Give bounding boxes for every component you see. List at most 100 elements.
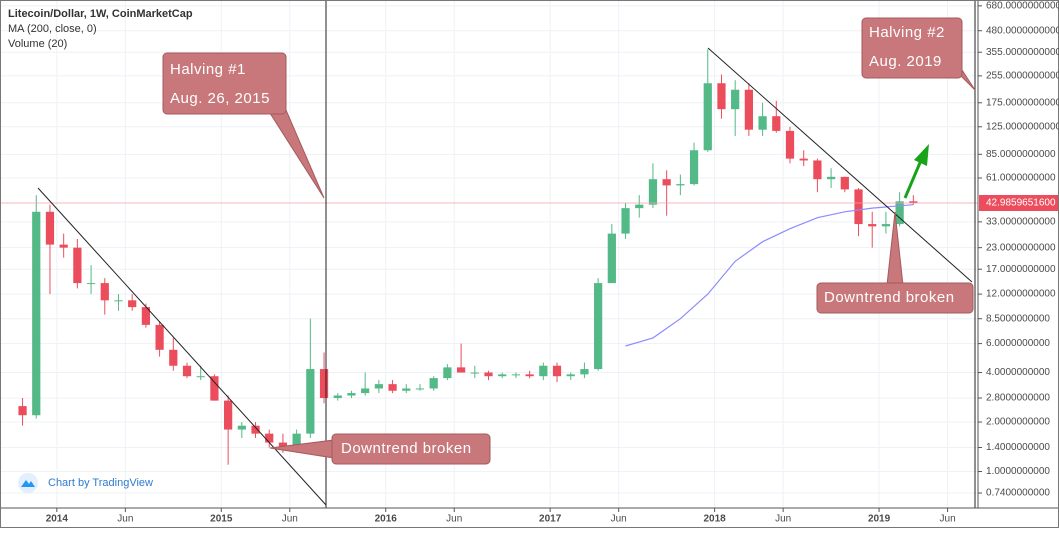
x-tick-label: 2015	[210, 514, 233, 525]
y-tick-label: 0.7400000000	[986, 488, 1050, 499]
candle-body	[895, 201, 904, 225]
candle-body	[525, 374, 534, 377]
candle-body	[840, 176, 849, 190]
candle-body	[292, 433, 301, 451]
candle-body	[539, 365, 548, 377]
x-tick-label: Jun	[940, 514, 956, 525]
candle-body	[717, 83, 726, 110]
candle-body	[470, 372, 479, 374]
watermark[interactable]: Chart by TradingView	[18, 473, 153, 493]
y-tick-label: 2.0000000000	[986, 417, 1050, 428]
y-tick-label: 12.0000000000	[986, 289, 1056, 300]
candle-body	[73, 247, 82, 284]
y-tick-label: 4.0000000000	[986, 367, 1050, 378]
candle-body	[703, 83, 712, 151]
candle-body	[443, 367, 452, 379]
callout-box	[331, 433, 491, 465]
y-tick-label: 17.0000000000	[986, 264, 1056, 275]
x-tick-label: Jun	[446, 514, 462, 525]
y-tick-label: 85.0000000000	[986, 149, 1056, 160]
candle-body	[196, 376, 205, 378]
x-tick-label: 2019	[868, 514, 891, 525]
candle-body	[402, 388, 411, 391]
candle-body	[59, 244, 68, 248]
callout: Downtrend broken	[269, 433, 491, 465]
ma-line	[625, 204, 914, 347]
candle-body	[635, 204, 644, 209]
x-tick-label: 2016	[375, 514, 398, 525]
candle-body	[114, 300, 123, 302]
y-tick-label: 33.0000000000	[986, 217, 1056, 228]
candle-body	[374, 384, 383, 389]
candle-body	[621, 208, 630, 234]
callout-text: Downtrend broken	[341, 440, 472, 457]
y-tick-label: 1.4000000000	[986, 442, 1050, 453]
y-tick-label: 125.0000000000	[986, 121, 1059, 132]
last-price-label: 42.9859651600	[986, 198, 1056, 209]
x-tick-label: 2014	[46, 514, 69, 525]
y-tick-label: 2.8000000000	[986, 393, 1050, 404]
candle-body	[498, 374, 507, 377]
candle-body	[169, 349, 178, 366]
callout-box	[861, 17, 963, 79]
callout-box	[162, 52, 287, 115]
candle-body	[566, 374, 575, 377]
candle-body	[758, 116, 767, 130]
candle-body	[237, 425, 246, 430]
candle-body	[731, 89, 740, 110]
candle-body	[155, 324, 164, 350]
indicator-label: Volume (20)	[8, 38, 67, 50]
x-tick-label: Jun	[282, 514, 298, 525]
callout-text: Aug. 2019	[869, 53, 942, 70]
y-tick-label: 1.0000000000	[986, 466, 1050, 477]
candle-body	[141, 307, 151, 325]
candle-body	[224, 400, 233, 430]
last-price-tag	[979, 194, 1058, 211]
candle-body	[18, 406, 27, 416]
candle-body	[45, 211, 55, 245]
callout-text: Aug. 26, 2015	[170, 90, 270, 107]
candle-body	[662, 179, 671, 186]
candle-body	[799, 158, 808, 161]
candle-body	[854, 189, 863, 225]
candle-body	[182, 365, 192, 377]
y-tick-label: 8.5000000000	[986, 313, 1050, 324]
candle-body	[813, 160, 822, 180]
callout-text: Downtrend broken	[824, 289, 955, 306]
candle-body	[265, 433, 274, 443]
y-tick-label: 61.0000000000	[986, 173, 1056, 184]
candle-body	[306, 369, 315, 434]
callout: Downtrend broken	[816, 211, 974, 314]
x-tick-label: Jun	[775, 514, 791, 525]
y-tick-label: 23.0000000000	[986, 242, 1056, 253]
candle-body	[648, 179, 658, 205]
candle-body	[347, 393, 356, 396]
x-tick-label: Jun	[611, 514, 627, 525]
watermark-text[interactable]: Chart by TradingView	[48, 477, 153, 489]
candle-body	[607, 233, 616, 284]
candle-body	[456, 367, 466, 373]
candle-body	[429, 378, 438, 389]
candle-body	[511, 374, 521, 376]
plot	[0, 49, 978, 465]
y-tick-label: 355.0000000000	[986, 47, 1059, 58]
x-tick-label: Jun	[117, 514, 133, 525]
candle-body	[128, 300, 137, 308]
candle-body	[100, 283, 109, 301]
candle-body	[251, 425, 260, 434]
callout: Halving #2 Aug. 2019	[861, 17, 976, 91]
candle-body	[689, 150, 699, 185]
callout-box	[816, 282, 974, 314]
candle-body	[826, 176, 836, 180]
candle-body	[744, 89, 753, 130]
candle-body	[909, 201, 918, 203]
y-tick-label: 255.0000000000	[986, 71, 1059, 82]
candle-body	[772, 116, 781, 131]
candle-body	[86, 283, 96, 285]
candle-body	[594, 283, 603, 370]
y-tick-label: 680.0000000000	[986, 0, 1059, 11]
x-tick-label: 2018	[703, 514, 726, 525]
x-tick-label: 2017	[539, 514, 562, 525]
candle-body	[210, 376, 219, 401]
